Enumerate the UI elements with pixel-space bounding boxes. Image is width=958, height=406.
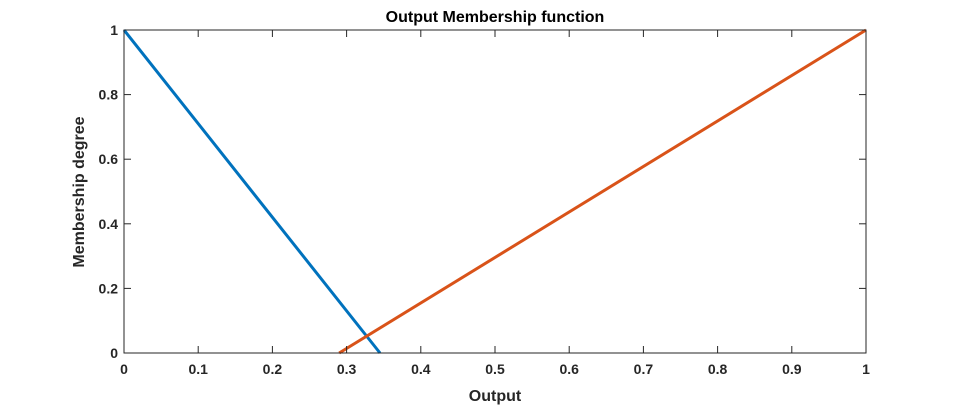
y-tick-label: 0.6 bbox=[99, 151, 119, 167]
x-tick-label: 0.9 bbox=[782, 361, 802, 377]
y-tick-label: 1 bbox=[110, 22, 118, 38]
y-axis-label: Membership degree bbox=[71, 116, 88, 267]
x-tick-label: 0.4 bbox=[411, 361, 431, 377]
x-tick-label: 0 bbox=[120, 361, 128, 377]
x-tick-label: 0.7 bbox=[634, 361, 654, 377]
series-line-2 bbox=[338, 28, 867, 355]
x-tick-label: 0.1 bbox=[188, 361, 208, 377]
x-tick-label: 0.8 bbox=[708, 361, 728, 377]
x-tick-label: 1 bbox=[862, 361, 870, 377]
plot-area: 0 0.1 0.2 0.3 0.4 0.5 0.6 0.7 0.8 0.9 1 0 0.2 0.4 0.6 0… bbox=[99, 22, 871, 377]
x-tick-label: 0.6 bbox=[559, 361, 579, 377]
x-axis-label: Output bbox=[469, 388, 522, 405]
y-tick-label: 0.8 bbox=[99, 87, 119, 103]
y-tick-label: 0.2 bbox=[99, 280, 119, 296]
chart-title: Output Membership function bbox=[386, 9, 605, 26]
x-tick-label: 0.2 bbox=[263, 361, 283, 377]
y-tick-label: 0 bbox=[110, 345, 118, 361]
axes-box bbox=[123, 29, 867, 354]
series-line-1 bbox=[122, 29, 382, 354]
x-tick-label: 0.3 bbox=[337, 361, 357, 377]
x-tick-label: 0.5 bbox=[485, 361, 505, 377]
y-tick-label: 0.4 bbox=[99, 216, 119, 232]
